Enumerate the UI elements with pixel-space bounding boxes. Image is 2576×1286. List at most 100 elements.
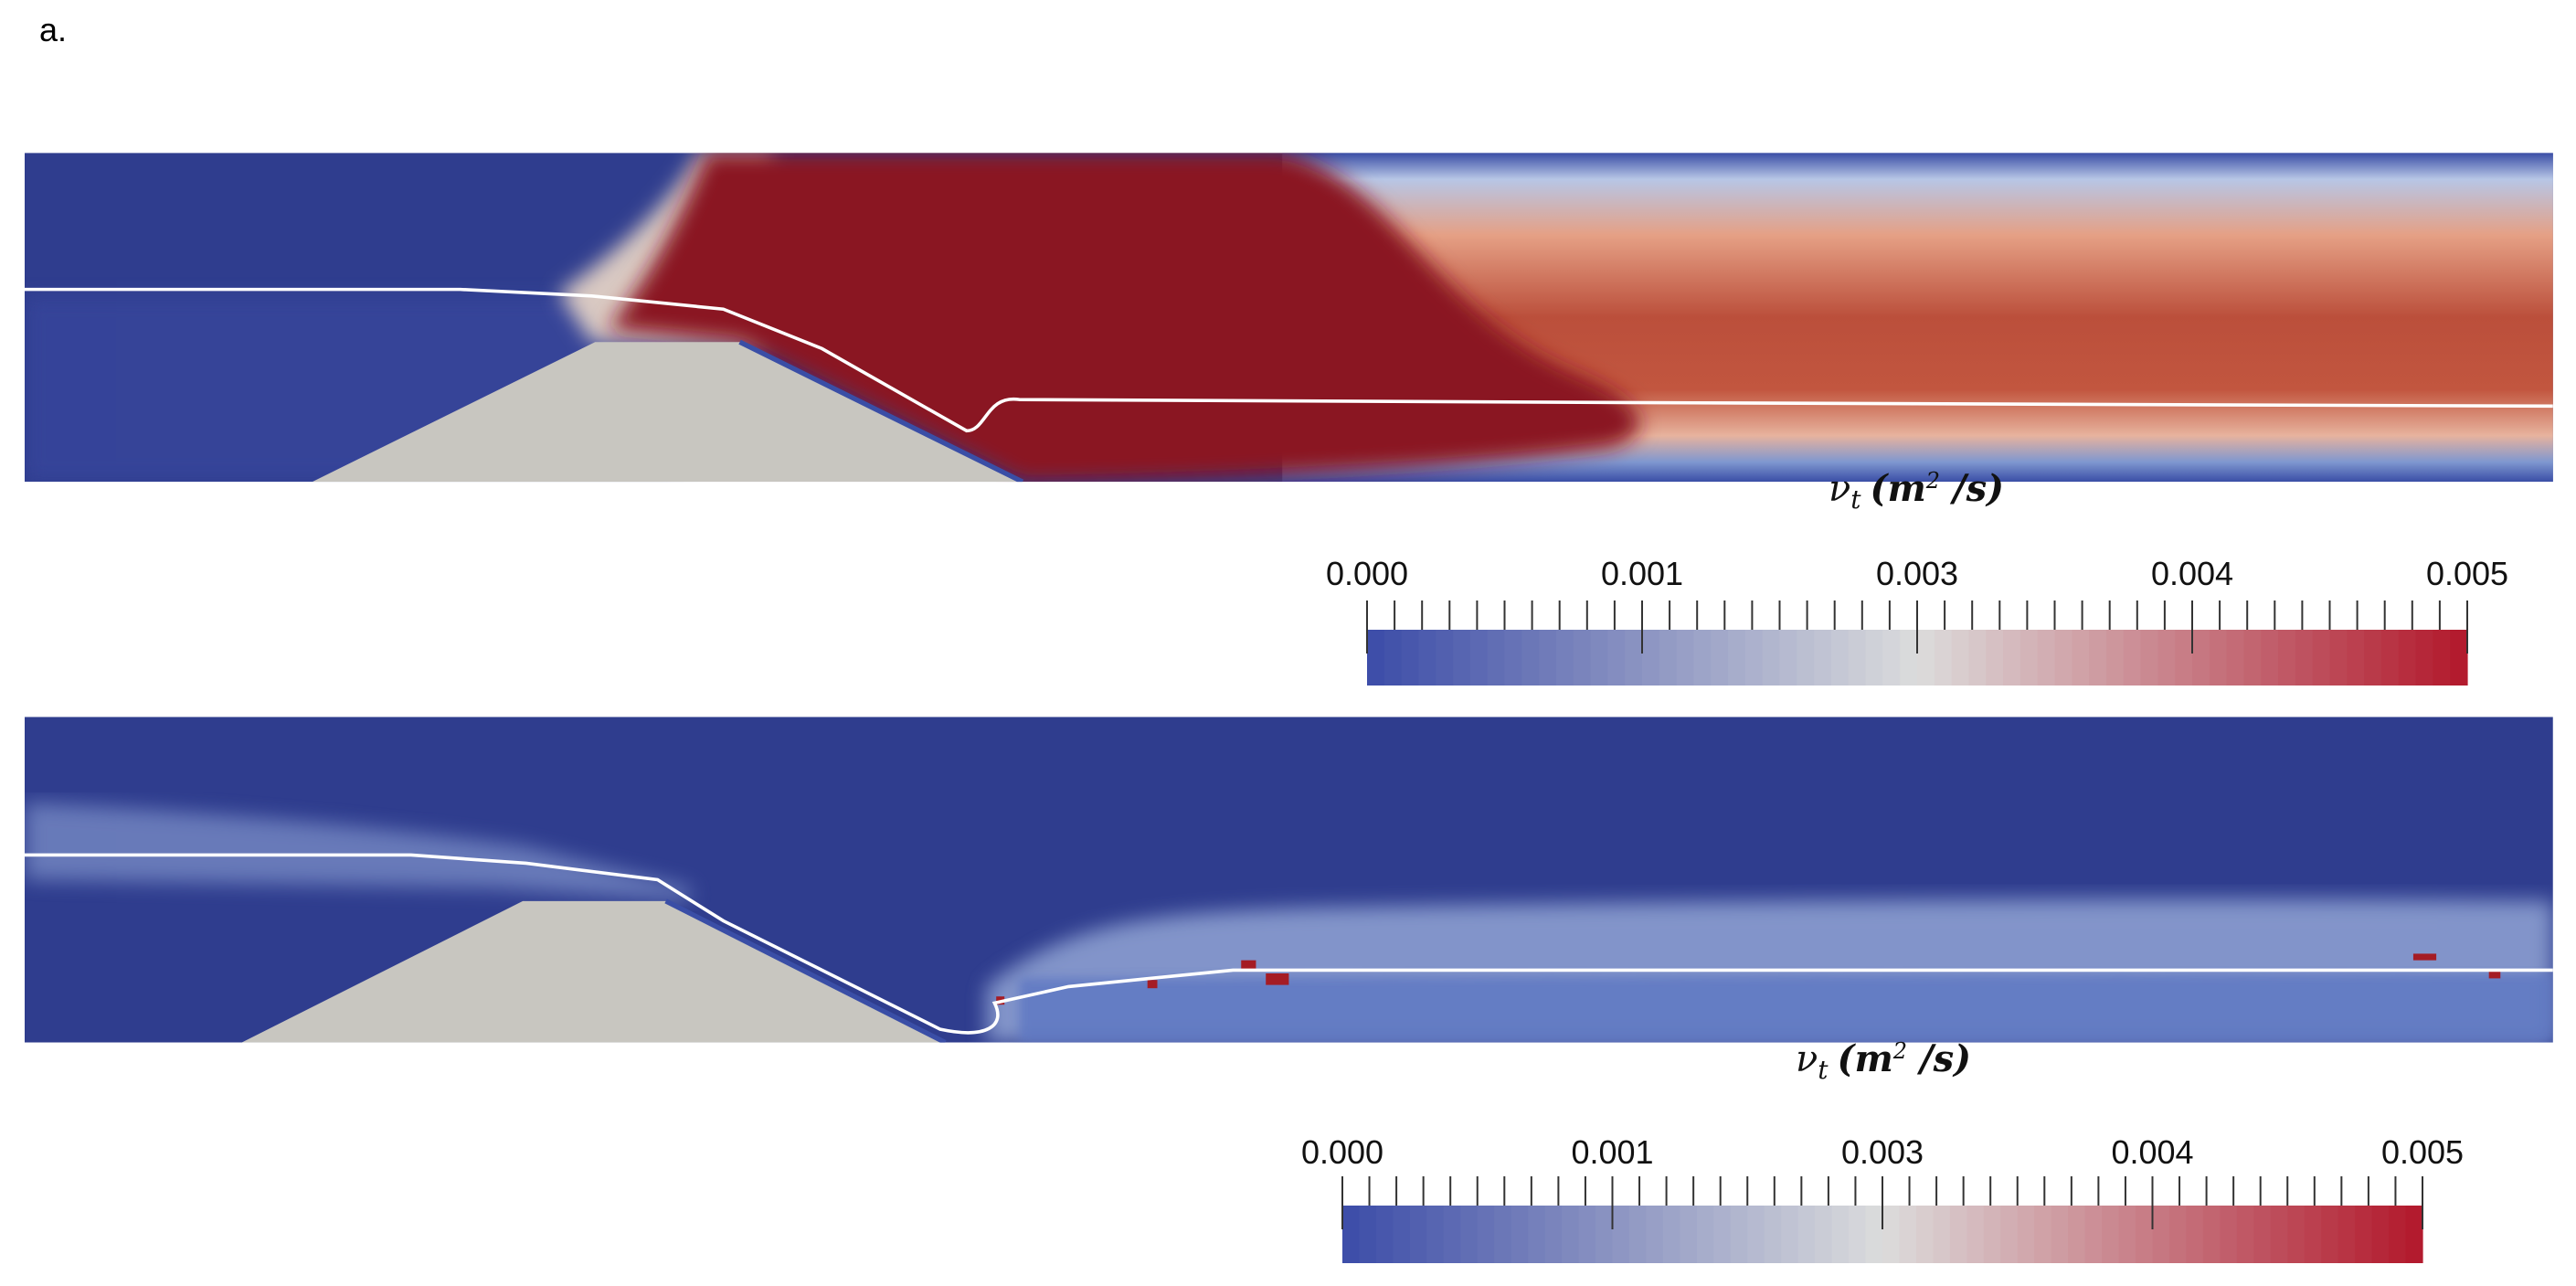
colorbar-band xyxy=(1831,1206,1850,1263)
title-unit: /s) xyxy=(1907,1037,1971,1080)
colorbar-band xyxy=(1865,630,1883,686)
colorbar-band xyxy=(1436,630,1454,686)
colorbar-band xyxy=(2068,1206,2086,1263)
colorbar-title: νt (m2 /s) xyxy=(1796,1037,1971,1085)
colorbar-band xyxy=(1646,1206,1664,1263)
colorbar-band xyxy=(1662,1206,1680,1263)
colorbar-band xyxy=(2003,630,2021,686)
colorbar-band xyxy=(2019,630,2039,686)
colorbar-band xyxy=(2102,1206,2120,1263)
colorbar-band xyxy=(2312,630,2331,686)
colorbar-band xyxy=(2140,630,2158,686)
colorbar-band xyxy=(1595,1206,1614,1263)
obstacle xyxy=(241,900,946,1043)
colorbar-band xyxy=(1555,630,1574,686)
colorbar-band xyxy=(1528,1206,1546,1263)
colorbar-band xyxy=(1986,630,2004,686)
colorbar-band xyxy=(1544,1206,1563,1263)
colorbar-band xyxy=(1504,630,1522,686)
colorbar-band xyxy=(2192,630,2210,686)
colorbar-band xyxy=(1882,630,1901,686)
colorbar-band xyxy=(2175,630,2193,686)
colorbar-band xyxy=(2371,1206,2390,1263)
colorbar-band xyxy=(1469,630,1489,686)
tick-label: 0.004 xyxy=(2111,1133,2193,1171)
colorbar-band xyxy=(1511,1206,1529,1263)
colorbar-band xyxy=(1628,1206,1648,1263)
colorbar-band xyxy=(2084,1206,2103,1263)
colorbar-band xyxy=(1949,1206,1967,1263)
tick-label: 0.000 xyxy=(1326,555,1408,592)
colorbar-band xyxy=(2405,1206,2423,1263)
tick-label: 0.003 xyxy=(1876,555,1958,592)
title-unit: (m xyxy=(1871,467,1926,510)
title-unit: (m xyxy=(1838,1037,1893,1080)
colorbar-band xyxy=(1900,630,1918,686)
colorbar-band xyxy=(1934,630,1953,686)
colorbar-band xyxy=(1865,1206,1883,1263)
colorbar-band xyxy=(2157,630,2176,686)
colorbar-band xyxy=(2054,630,2072,686)
colorbar-band xyxy=(1713,1206,1732,1263)
tick-label: 0.005 xyxy=(2426,555,2508,592)
colorbar-band xyxy=(1917,630,1935,686)
field-panel-2 xyxy=(24,717,2553,1043)
colorbar-band xyxy=(1409,1206,1427,1263)
colorbar-band xyxy=(2329,630,2348,686)
interface-line xyxy=(24,287,2553,433)
colorbar-band xyxy=(2398,630,2417,686)
colorbar-band xyxy=(2000,1206,2019,1263)
colorbar-band xyxy=(1849,1206,1867,1263)
colorbar-band xyxy=(2261,630,2279,686)
colorbar-band xyxy=(1359,1206,1377,1263)
colorbar-band xyxy=(1747,1206,1765,1263)
colorbar-band xyxy=(2168,1206,2188,1263)
colorbar-title: νt (m2 /s) xyxy=(1829,467,2004,515)
field-panel-1 xyxy=(24,153,2553,483)
colorbar-band xyxy=(1367,630,1385,686)
colorbar-band xyxy=(1393,1206,1411,1263)
colorbar-band xyxy=(2337,1206,2356,1263)
figure-label: a. xyxy=(39,11,67,48)
colorbar-band xyxy=(1966,1206,1985,1263)
colorbar-band xyxy=(1426,1206,1445,1263)
colorbar-band xyxy=(2236,1206,2254,1263)
colorbar-band xyxy=(1693,630,1712,686)
colorbar-band xyxy=(2347,630,2365,686)
colorbar-band xyxy=(1612,1206,1630,1263)
field-region xyxy=(24,802,691,901)
colorbar-band xyxy=(1477,1206,1495,1263)
colorbar-band xyxy=(2089,630,2107,686)
colorbar-band xyxy=(1781,1206,1799,1263)
colorbar-band xyxy=(1779,630,1797,686)
colorbar-band xyxy=(2017,1206,2035,1263)
colorbar-band xyxy=(2287,1206,2306,1263)
colorbar-band xyxy=(2186,1206,2204,1263)
colorbar: 0.000 0.001 0.003 0.004 0.005 νt (m2 /s) xyxy=(1301,1037,2464,1263)
colorbar-band xyxy=(1625,630,1643,686)
colorbar-band xyxy=(1815,1206,1833,1263)
colorbar-band xyxy=(2123,630,2142,686)
tick-label: 0.003 xyxy=(1841,1133,1924,1171)
colorbar-band xyxy=(2253,1206,2272,1263)
colorbar-band xyxy=(1443,1206,1461,1263)
colorbar-band xyxy=(1573,630,1592,686)
obstacle xyxy=(312,342,1023,483)
colorbar-band xyxy=(1521,630,1540,686)
colorbar-band xyxy=(2415,630,2433,686)
colorbar-band xyxy=(1494,1206,1512,1263)
colorbar-band xyxy=(1607,630,1626,686)
colorbar-band xyxy=(1764,1206,1782,1263)
colorbar-band xyxy=(1830,630,1850,686)
interface-line xyxy=(24,853,2553,1035)
colorbar-band xyxy=(2209,630,2228,686)
colorbar-band xyxy=(2243,630,2262,686)
colorbar-band xyxy=(1968,630,1987,686)
colorbar-band xyxy=(2202,1206,2221,1263)
colorbar-band xyxy=(1642,630,1660,686)
colorbar-band xyxy=(2051,1206,2069,1263)
colorbar-band xyxy=(1951,630,1970,686)
title-superscript: 2 xyxy=(1892,1038,1907,1064)
title-subscript: t xyxy=(1850,484,1861,515)
colorbar-band xyxy=(1401,630,1420,686)
